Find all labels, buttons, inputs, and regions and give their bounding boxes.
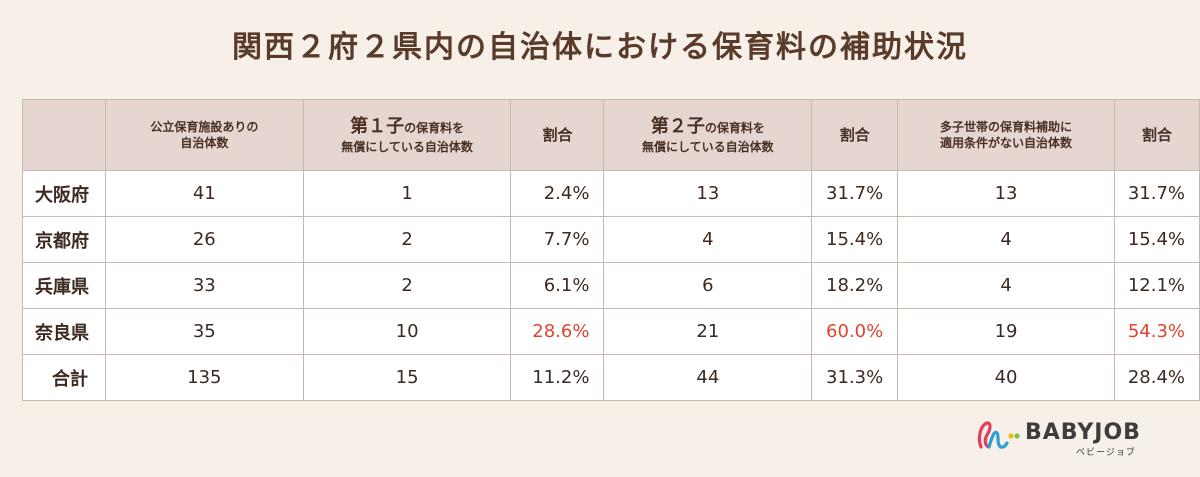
table-cell: 4 xyxy=(603,216,813,263)
table-cell: 41 xyxy=(104,170,304,217)
ratio-cell-highlight: 60.0% xyxy=(811,308,899,355)
header-second-child-free: 第２子の保育料を 無償にしている自治体数 xyxy=(603,99,813,171)
header-corner xyxy=(22,99,106,171)
babyjob-logo: BABYJOB ベビージョブ xyxy=(975,419,1155,459)
ratio-cell: 7.7% xyxy=(510,216,605,263)
header-line: 無償にしている自治体数 xyxy=(341,140,473,155)
header-line: 無償にしている自治体数 xyxy=(642,140,774,155)
table-cell: 1 xyxy=(302,170,512,217)
prefecture-name: 大阪府 xyxy=(22,170,106,217)
header-row: 公立保育施設ありの 自治体数 第１子の保育料を 無償にしている自治体数 割合 第… xyxy=(22,99,1200,171)
table-cell: 33 xyxy=(104,262,304,309)
header-line: 適用条件がない自治体数 xyxy=(940,136,1073,150)
ratio-cell: 18.2% xyxy=(811,262,899,309)
table-cell: 13 xyxy=(603,170,813,217)
prefecture-name: 奈良県 xyxy=(22,308,106,355)
ratio-cell: 31.7% xyxy=(811,170,899,217)
table-cell: 21 xyxy=(603,308,813,355)
header-emphasis: 第２子 xyxy=(650,115,705,137)
ratio-cell: 6.1% xyxy=(510,262,605,309)
header-line: 公立保育施設ありの xyxy=(150,119,259,134)
header-line: 自治体数 xyxy=(180,136,229,150)
header-line: の保育料を xyxy=(404,120,465,135)
table-cell: 26 xyxy=(104,216,304,263)
prefecture-name: 京都府 xyxy=(22,216,106,263)
ratio-cell-highlight: 54.3% xyxy=(1113,308,1200,355)
table-row: 大阪府 41 1 2.4% 13 31.7% 13 31.7% xyxy=(22,170,1200,217)
table-cell: 19 xyxy=(897,308,1115,355)
total-label: 合計 xyxy=(22,354,106,401)
ratio-cell: 11.2% xyxy=(510,354,605,401)
table-cell: 44 xyxy=(603,354,813,401)
subsidy-table: 公立保育施設ありの 自治体数 第１子の保育料を 無償にしている自治体数 割合 第… xyxy=(22,99,1200,401)
babyjob-logo-icon xyxy=(977,421,1020,449)
table-cell: 6 xyxy=(603,262,813,309)
logo-name: BABYJOB xyxy=(1025,420,1141,445)
header-emphasis: 第１子 xyxy=(350,115,405,137)
table-cell: 135 xyxy=(104,354,304,401)
table-cell: 35 xyxy=(104,308,304,355)
ratio-cell: 2.4% xyxy=(510,170,605,217)
table-cell: 13 xyxy=(897,170,1115,217)
table-cell: 40 xyxy=(897,354,1115,401)
header-line: 多子世帯の保育料補助に xyxy=(940,119,1073,134)
logo-subtitle: ベビージョブ xyxy=(1076,448,1136,458)
table-cell: 2 xyxy=(302,262,512,309)
table-row: 兵庫県 33 2 6.1% 6 18.2% 4 12.1% xyxy=(22,262,1200,309)
header-line: の保育料を xyxy=(704,120,765,135)
ratio-cell: 12.1% xyxy=(1113,262,1200,309)
header-public-facility-count: 公立保育施設ありの 自治体数 xyxy=(104,99,304,171)
header-multi-child-no-condition: 多子世帯の保育料補助に 適用条件がない自治体数 xyxy=(897,99,1115,171)
ratio-cell: 15.4% xyxy=(1113,216,1200,263)
ratio-cell-highlight: 28.6% xyxy=(510,308,605,355)
table-row: 奈良県 35 10 28.6% 21 60.0% 19 54.3% xyxy=(22,308,1200,355)
ratio-cell: 31.7% xyxy=(1113,170,1200,217)
total-row: 合計 135 15 11.2% 44 31.3% 40 28.4% xyxy=(22,354,1200,401)
header-first-child-free: 第１子の保育料を 無償にしている自治体数 xyxy=(302,99,512,171)
header-ratio-2: 割合 xyxy=(811,99,899,171)
header-ratio-3: 割合 xyxy=(1113,99,1200,171)
page-title: 関西２府２県内の自治体における保育料の補助状況 xyxy=(232,30,968,65)
table-cell: 10 xyxy=(302,308,512,355)
ratio-cell: 31.3% xyxy=(811,354,899,401)
header-ratio-1: 割合 xyxy=(510,99,605,171)
table-cell: 4 xyxy=(897,262,1115,309)
table-row: 京都府 26 2 7.7% 4 15.4% 4 15.4% xyxy=(22,216,1200,263)
table-cell: 2 xyxy=(302,216,512,263)
ratio-cell: 28.4% xyxy=(1113,354,1200,401)
table-cell: 15 xyxy=(302,354,512,401)
ratio-cell: 15.4% xyxy=(811,216,899,263)
prefecture-name: 兵庫県 xyxy=(22,262,106,309)
table-cell: 4 xyxy=(897,216,1115,263)
